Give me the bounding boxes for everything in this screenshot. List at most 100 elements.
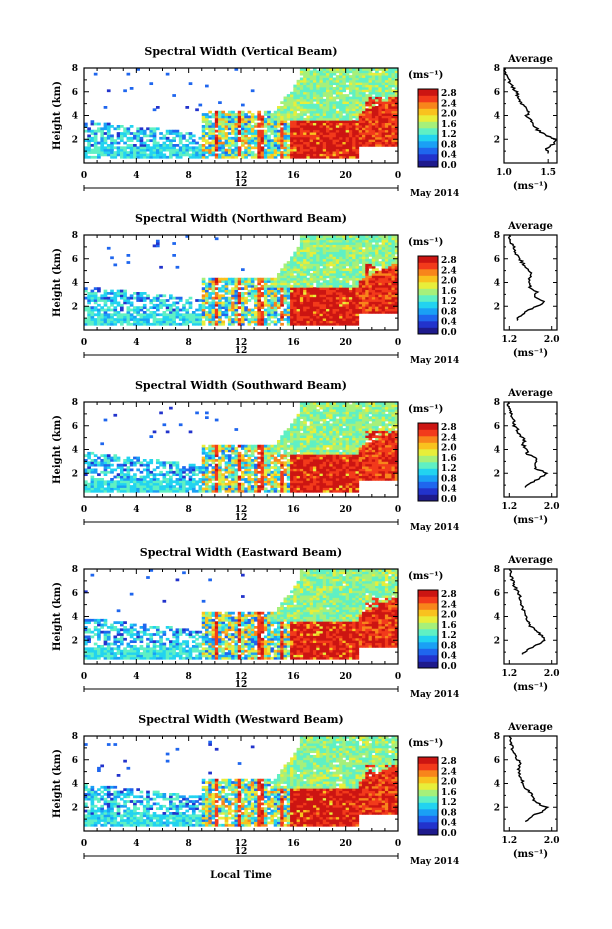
heatmap-cell	[84, 306, 88, 310]
heatmap-cell	[381, 251, 386, 255]
heatmap-cell	[384, 249, 389, 253]
heatmap-cell	[93, 146, 98, 150]
heatmap-cell	[335, 106, 340, 109]
heatmap-cell	[388, 277, 392, 281]
heatmap-cell	[335, 249, 340, 253]
heatmap-cell	[345, 303, 350, 307]
heatmap-cell	[332, 151, 337, 154]
heatmap-cell	[322, 75, 327, 78]
heatmap-cell	[224, 148, 229, 152]
heatmap-cell	[378, 110, 383, 114]
heatmap-cell	[368, 141, 373, 145]
heatmap-cell	[152, 153, 157, 157]
heatmap-cell	[293, 287, 297, 291]
heatmap-cell	[106, 320, 111, 324]
heatmap-cell	[375, 261, 379, 264]
heatmap-cell	[394, 306, 399, 310]
heatmap-cell	[296, 84, 301, 88]
heatmap-cell	[241, 470, 245, 474]
heatmap-cell	[241, 122, 245, 126]
heatmap-cell	[316, 287, 320, 291]
heatmap-cell	[322, 127, 327, 131]
heatmap-cell	[299, 68, 304, 71]
heatmap-cell	[391, 270, 396, 274]
heatmap-cell	[90, 132, 95, 135]
heatmap-cell	[126, 478, 131, 481]
heatmap-cell	[362, 251, 366, 255]
heatmap-cell	[309, 256, 314, 260]
heatmap-cell	[303, 151, 307, 154]
heatmap-cell	[348, 79, 353, 83]
heatmap-cell	[352, 292, 356, 295]
heatmap-cell	[309, 136, 314, 140]
heatmap-cell	[205, 466, 209, 469]
heatmap-cell	[332, 275, 337, 279]
heatmap-cell	[244, 141, 248, 145]
heatmap-cell	[234, 468, 239, 472]
heatmap-cell	[227, 466, 232, 469]
heatmap-cell	[358, 273, 363, 276]
heatmap-cell	[391, 84, 396, 88]
heatmap-cell	[270, 144, 275, 147]
heatmap-cell	[103, 106, 108, 109]
heatmap-cell	[368, 87, 373, 90]
heatmap-cell	[227, 110, 232, 114]
heatmap-cell	[394, 139, 399, 143]
heatmap-cell	[205, 289, 209, 293]
heatmap-cell	[250, 447, 255, 450]
heatmap-cell	[90, 311, 95, 314]
heatmap-cell	[362, 103, 366, 107]
heatmap-cell	[263, 468, 268, 472]
heatmap-cell	[365, 265, 369, 269]
heatmap-cell	[234, 136, 239, 140]
heatmap-cell	[159, 485, 163, 488]
heatmap-cell	[126, 153, 131, 157]
heatmap-cell	[286, 313, 291, 317]
heatmap-cell	[214, 444, 219, 448]
heatmap-cell	[136, 461, 140, 465]
heatmap-cell	[201, 155, 206, 159]
heatmap-cell	[293, 94, 297, 97]
heatmap-cell	[371, 134, 376, 138]
heatmap-cell	[201, 470, 206, 474]
heatmap-cell	[322, 254, 327, 257]
heatmap-cell	[299, 273, 304, 276]
heatmap-cell	[348, 153, 353, 157]
heatmap-cell	[378, 296, 383, 300]
heatmap-cell	[100, 148, 105, 152]
heatmap-cell	[362, 91, 366, 95]
heatmap-cell	[280, 318, 284, 321]
heatmap-cell	[355, 284, 360, 288]
heatmap-cell	[335, 294, 340, 298]
heatmap-cell	[348, 242, 353, 245]
heatmap-cell	[198, 306, 203, 310]
heatmap-cell	[139, 313, 144, 317]
heatmap-cell	[358, 68, 363, 71]
heatmap-cell	[335, 289, 340, 293]
heatmap-cell	[84, 320, 88, 324]
heatmap-cell	[388, 289, 392, 293]
heatmap-cell	[339, 87, 343, 90]
heatmap-cell	[319, 75, 324, 78]
heatmap-cell	[342, 287, 347, 291]
heatmap-cell	[244, 146, 248, 150]
heatmap-cell	[339, 98, 343, 102]
heatmap-cell	[169, 406, 173, 410]
heatmap-cell	[100, 313, 105, 317]
heatmap-cell	[312, 108, 317, 112]
heatmap-cell	[335, 315, 340, 319]
heatmap-cell	[254, 322, 258, 326]
heatmap-cell	[348, 134, 353, 138]
heatmap-cell	[286, 277, 291, 281]
heatmap-cell	[126, 301, 131, 305]
heatmap-cell	[113, 454, 118, 458]
heatmap-cell	[312, 246, 317, 250]
heatmap-cell	[332, 265, 337, 269]
heatmap-cell	[371, 251, 376, 255]
heatmap-cell	[348, 299, 353, 302]
heatmap-cell	[106, 318, 111, 321]
heatmap-cell	[208, 132, 212, 135]
heatmap-cell	[254, 473, 258, 477]
heatmap-cell	[227, 146, 232, 150]
heatmap-cell	[146, 468, 150, 472]
